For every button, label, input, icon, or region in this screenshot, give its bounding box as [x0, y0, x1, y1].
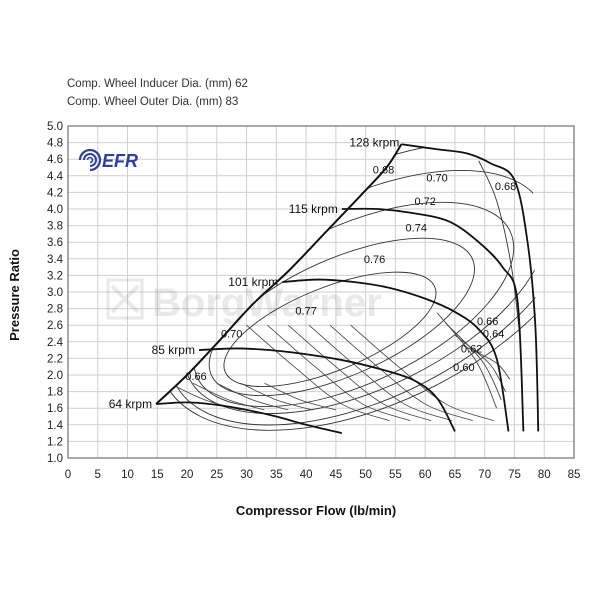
- speed-line-label: 64 krpm: [109, 397, 152, 411]
- x-tick-label: 50: [359, 469, 372, 481]
- x-tick-label: 70: [478, 469, 491, 481]
- x-tick-label: 25: [210, 469, 223, 481]
- efficiency-label: 0.66: [477, 316, 498, 328]
- y-tick-label: 3.2: [47, 270, 63, 282]
- x-tick-label: 20: [181, 469, 194, 481]
- x-tick-label: 75: [508, 469, 521, 481]
- y-tick-label: 4.6: [47, 154, 63, 166]
- y-tick-label: 2.8: [47, 304, 63, 316]
- efficiency-label: 0.74: [406, 222, 427, 234]
- efficiency-label: 0.60: [453, 362, 474, 374]
- y-tick-label: 4.2: [47, 187, 63, 199]
- speed-line: [156, 402, 342, 433]
- y-tick-label: 1.2: [47, 436, 63, 448]
- y-tick-label: 4.4: [47, 171, 64, 183]
- speed-line-label: 128 krpm: [349, 135, 399, 149]
- x-tick-label: 10: [121, 469, 134, 481]
- x-tick-label: 65: [449, 469, 462, 481]
- y-tick-label: 2.2: [47, 353, 63, 365]
- y-tick-label: 3.0: [47, 287, 63, 299]
- efficiency-label: 0.70: [426, 173, 447, 185]
- efr-swirl-icon: [80, 150, 100, 170]
- x-tick-label: 15: [151, 469, 164, 481]
- y-tick-label: 2.0: [47, 370, 63, 382]
- efficiency-label: 0.62: [461, 344, 482, 356]
- x-tick-label: 80: [538, 469, 551, 481]
- x-tick-label: 35: [270, 469, 283, 481]
- y-tick-label: 5.0: [47, 121, 63, 133]
- x-tick-label: 40: [300, 469, 313, 481]
- y-tick-label: 3.6: [47, 237, 63, 249]
- x-axis-title: Compressor Flow (lb/min): [236, 503, 396, 518]
- y-tick-label: 2.6: [47, 320, 63, 332]
- efficiency-label: 0.66: [185, 371, 206, 383]
- x-tick-label: 60: [419, 469, 432, 481]
- speed-line-label: 115 krpm: [289, 202, 338, 216]
- efficiency-label: 0.68: [373, 164, 394, 176]
- x-tick-label: 45: [329, 469, 342, 481]
- y-tick-label: 1.0: [47, 453, 63, 465]
- watermark-mark-icon: [108, 280, 142, 318]
- efr-logo-text: EFR: [102, 151, 138, 171]
- efficiency-label: 0.76: [364, 254, 385, 266]
- y-axis-title: Pressure Ratio: [7, 249, 22, 341]
- x-tick-label: 0: [65, 469, 71, 481]
- speed-line-label: 101 krpm: [228, 275, 278, 289]
- efficiency-label: 0.77: [295, 305, 316, 317]
- efficiency-label: 0.70: [221, 329, 242, 341]
- y-tick-label: 4.0: [47, 204, 63, 216]
- x-tick-label: 5: [95, 469, 101, 481]
- y-tick-label: 4.8: [47, 138, 63, 150]
- speed-line-label: 85 krpm: [152, 343, 195, 357]
- y-tick-label: 2.4: [47, 337, 64, 349]
- efficiency-label: 0.64: [483, 329, 504, 341]
- y-tick-label: 3.4: [47, 254, 64, 266]
- y-tick-label: 3.8: [47, 221, 63, 233]
- efr-logo: EFR: [80, 150, 138, 171]
- x-tick-label: 55: [389, 469, 402, 481]
- y-tick-label: 1.6: [47, 403, 63, 415]
- x-tick-label: 85: [568, 469, 581, 481]
- x-tick-label: 30: [240, 469, 253, 481]
- y-tick-label: 1.8: [47, 387, 63, 399]
- y-tick-label: 1.4: [47, 420, 64, 432]
- efficiency-label: 0.72: [414, 196, 435, 208]
- efficiency-label: 0.68: [495, 181, 516, 193]
